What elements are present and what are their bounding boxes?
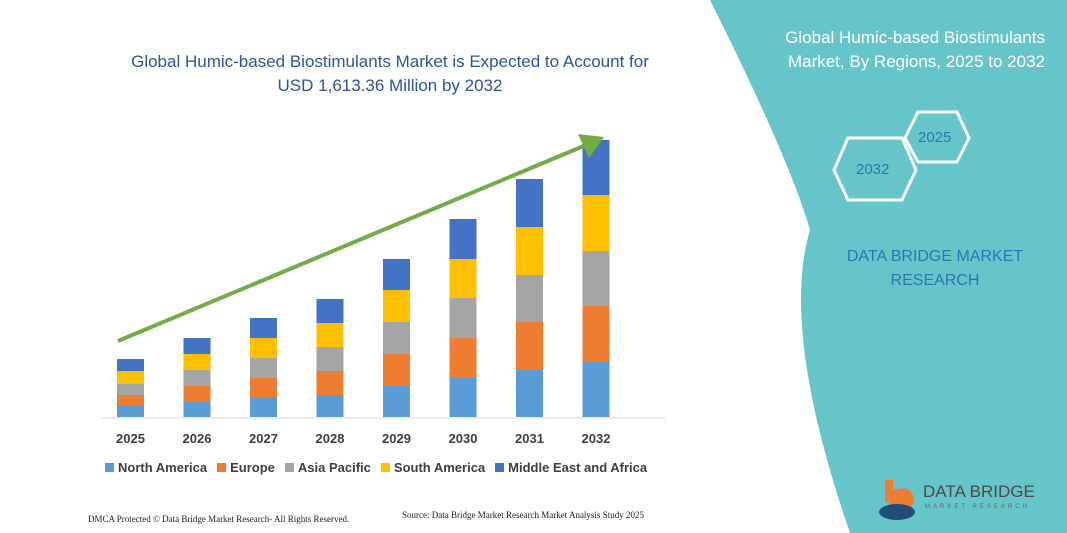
- trend-arrow-head: [578, 134, 604, 158]
- bar-segment-north-america-2031: [516, 370, 543, 417]
- bar-segment-middle-east-and-africa-2025: [117, 359, 144, 371]
- legend-item: South America: [380, 460, 486, 475]
- bar-segment-north-america-2026: [183, 402, 211, 417]
- bar-segment-asia-pacific-2030: [449, 298, 477, 338]
- bar-segment-middle-east-and-africa-2031: [516, 179, 543, 227]
- bar-segment-europe-2025: [117, 395, 144, 406]
- legend: North America Europe Asia Pacific South …: [105, 460, 647, 475]
- x-tick-label: 2032: [582, 431, 611, 446]
- hexagon-2025: [903, 110, 971, 164]
- bar-segment-asia-pacific-2027: [250, 358, 277, 378]
- legend-label: North America: [118, 460, 208, 475]
- trend-arrow-line: [117, 143, 587, 343]
- bar-segment-asia-pacific-2025: [117, 384, 144, 395]
- bar-segment-north-america-2029: [383, 386, 410, 417]
- bar-segment-europe-2028: [316, 371, 344, 395]
- logo-tagline: MARKET RESEARCH: [925, 504, 1030, 510]
- bar-segment-north-america-2028: [316, 395, 344, 417]
- bar-segment-europe-2031: [516, 322, 543, 370]
- footer-copyright: DMCA Protected © Data Bridge Market Rese…: [88, 514, 350, 524]
- bar-segment-middle-east-and-africa-2029: [383, 259, 410, 290]
- bar-segment-south-america-2030: [449, 259, 477, 298]
- bar-segment-south-america-2026: [183, 354, 211, 370]
- bar-segment-north-america-2032: [582, 362, 610, 417]
- bar-segment-europe-2026: [183, 386, 211, 402]
- hex-label-2032: 2032: [856, 161, 890, 178]
- logo-icon: [879, 480, 915, 520]
- bar-segment-middle-east-and-africa-2028: [316, 299, 344, 323]
- chart-title: Global Humic-based Biostimulants Market …: [131, 52, 649, 95]
- bar-segment-asia-pacific-2032: [582, 251, 610, 306]
- bar-segment-north-america-2030: [449, 378, 477, 417]
- bar-segment-south-america-2031: [516, 227, 543, 275]
- legend-swatch: [284, 463, 294, 472]
- bar-segment-europe-2030: [449, 338, 477, 378]
- legend-label: Europe: [230, 460, 275, 475]
- x-tick-label: 2027: [249, 431, 278, 446]
- bar-segment-south-america-2029: [383, 290, 410, 322]
- bar-segment-asia-pacific-2026: [183, 370, 211, 386]
- side-panel-title: Global Humic-based Biostimulants Market,…: [785, 28, 1045, 71]
- bar-segment-north-america-2025: [117, 406, 144, 417]
- legend-item: Europe: [217, 460, 275, 475]
- bars-group: [117, 140, 610, 417]
- brand-text: DATA BRIDGE MARKET RESEARCH: [846, 248, 1024, 289]
- legend-label: South America: [393, 460, 486, 475]
- hex-label-2025: 2025: [918, 129, 952, 146]
- x-tick-labels: 2025 2026 2027 2028 2029 2030 2031 2032: [116, 431, 610, 446]
- x-tick-label: 2031: [515, 431, 544, 446]
- x-tick-label: 2029: [382, 431, 411, 446]
- bar-segment-south-america-2032: [582, 195, 610, 251]
- side-panel-background: [710, 0, 1067, 533]
- legend-item: North America: [105, 460, 207, 475]
- bar-segment-asia-pacific-2031: [516, 275, 543, 322]
- bar-segment-south-america-2027: [250, 338, 277, 358]
- legend-swatch: [105, 463, 114, 472]
- logo-name: DATA BRIDGE: [923, 482, 1035, 501]
- hexagon-2032: [832, 136, 918, 202]
- x-tick-label: 2025: [116, 431, 145, 446]
- bar-segment-europe-2027: [250, 378, 277, 398]
- bar-segment-north-america-2027: [250, 398, 277, 417]
- bar-segment-middle-east-and-africa-2030: [449, 219, 477, 259]
- legend-swatch: [217, 463, 227, 472]
- x-tick-label: 2026: [183, 431, 212, 446]
- bar-segment-europe-2032: [582, 306, 610, 362]
- bar-segment-south-america-2025: [117, 371, 144, 384]
- bar-segment-asia-pacific-2029: [383, 322, 410, 354]
- legend-swatch: [495, 463, 505, 472]
- legend-item: Middle East and Africa: [495, 460, 647, 475]
- legend-label: Asia Pacific: [297, 460, 371, 475]
- bar-segment-south-america-2028: [316, 323, 344, 347]
- footer-source: Source: Data Bridge Market Research Mark…: [402, 510, 644, 520]
- bar-segment-middle-east-and-africa-2027: [250, 318, 277, 338]
- x-tick-label: 2030: [449, 431, 478, 446]
- x-tick-label: 2028: [316, 431, 345, 446]
- bar-segment-europe-2029: [383, 354, 410, 386]
- legend-swatch: [380, 463, 390, 472]
- legend-label: Middle East and Africa: [508, 460, 648, 475]
- bar-segment-middle-east-and-africa-2026: [183, 338, 211, 354]
- legend-item: Asia Pacific: [284, 460, 371, 475]
- bar-segment-asia-pacific-2028: [316, 347, 344, 371]
